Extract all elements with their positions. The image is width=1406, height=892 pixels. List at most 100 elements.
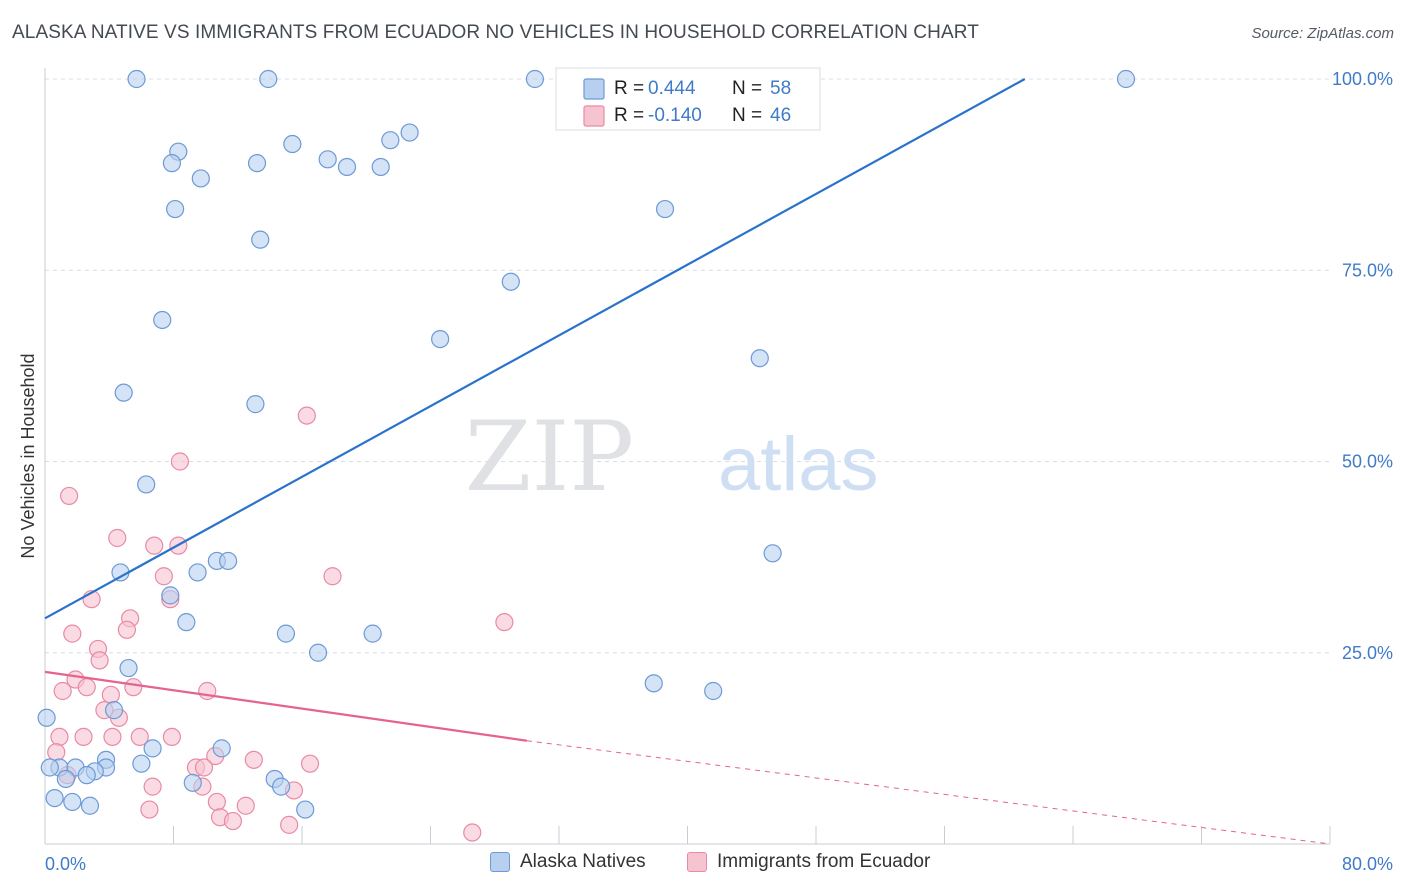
stats-swatch-blue [583,78,605,100]
alaska-native-point [183,773,202,792]
stats-n-value: 46 [770,105,791,126]
alaska-native-point [296,800,315,819]
alaska-native-point [259,69,278,89]
ecuador-point [117,620,137,639]
ecuador-point [74,727,93,747]
ecuador-point [297,406,316,425]
alaska-native-point [80,796,100,815]
source-label: Source: ZipAtlas.com [1251,25,1394,42]
alaska-native-point [56,769,75,789]
alaska-native-point [119,658,138,678]
ecuador-point [236,796,255,815]
trend-line-ecuador [44,670,528,742]
alaska-native-point [763,544,782,563]
alaska-native-point [247,154,267,173]
alaska-native-point [219,551,238,571]
y-tick-label: 100.0% [1332,69,1393,89]
legend-item-ecuador: Immigrants from Ecuador [687,851,930,873]
data-points [37,69,1136,842]
stats-n-value: 58 [770,78,791,99]
alaska-native-point [104,701,124,720]
stats-legend: R = 0.444 N = 58 R = -0.140 N = 46 [555,67,821,131]
ecuador-point [90,651,109,670]
alaska-native-point [525,69,545,89]
ecuador-point [170,452,190,471]
alaska-native-point [37,708,56,727]
ecuador-point [244,750,263,769]
alaska-native-point [143,739,162,758]
legend-item-alaska-natives: Alaska Natives [490,851,646,873]
trend-lines [44,78,1331,845]
ecuador-point [108,528,127,548]
watermark-atlas: atlas [718,422,879,507]
ecuador-point [194,758,214,777]
ecuador-point [53,681,72,701]
y-tick-label: 75.0% [1342,260,1393,280]
alaska-native-point [283,134,302,154]
stats-swatch-pink [583,105,605,127]
stats-n-label: N = [732,105,762,126]
alaska-native-point [77,766,96,785]
legend-swatch-pink [687,852,707,872]
ecuador-point [130,727,149,747]
stats-r-value: 0.444 [648,78,696,99]
ecuador-point [124,678,143,697]
ecuador-point [140,800,159,819]
ecuador-point [280,815,299,834]
legend-swatch-blue [490,852,510,872]
ecuador-point [63,624,82,643]
alaska-native-point [750,349,769,368]
alaska-native-point [337,157,357,177]
chart-title: ALASKA NATIVE VS IMMIGRANTS FROM ECUADOR… [12,22,979,43]
ecuador-point [145,536,164,555]
alaska-native-point [188,563,207,582]
alaska-native-point [371,157,390,177]
stats-r-value: -0.140 [648,105,702,126]
alaska-native-point [45,788,64,808]
alaska-native-point [63,792,82,812]
ecuador-point [223,811,243,831]
ecuador-point [323,567,342,586]
ecuador-point [47,743,66,762]
series-legend: Alaska Natives Immigrants from Ecuador [0,851,1406,879]
y-tick-label: 50.0% [1342,452,1393,472]
alaska-native-point [161,586,180,605]
alaska-native-point [381,131,400,150]
alaska-native-point [704,681,723,701]
ecuador-point [207,792,226,812]
grid-lines [45,78,1330,654]
alaska-native-point [212,739,231,758]
alaska-native-point [246,395,265,414]
ecuador-point [463,823,482,842]
alaska-native-point [400,123,419,142]
trend-line-ecuador-extension [526,740,1331,845]
alaska-native-point [272,777,291,796]
alaska-native-point [1116,69,1136,89]
alaska-native-point [318,150,337,169]
ecuador-point [59,486,79,506]
alaska-native-point [644,674,663,693]
alaska-native-point [251,230,270,249]
alaska-native-point [40,758,59,777]
alaska-native-point [177,613,196,632]
watermark: ZIP atlas [465,401,879,513]
ecuador-point [103,727,122,747]
ecuador-point [50,727,69,747]
ecuador-point [143,777,162,796]
alaska-native-point [191,169,210,188]
trend-line-alaska-natives [44,78,1026,620]
alaska-native-point [431,330,450,349]
watermark-zip: ZIP [465,401,634,513]
ecuador-point [495,613,514,632]
alaska-native-point [501,272,520,291]
alaska-native-point [127,69,146,89]
ecuador-point [101,685,120,704]
alaska-native-point [132,754,151,773]
alaska-native-point [114,383,133,402]
ecuador-point [77,678,96,697]
alaska-native-point [276,624,296,643]
alaska-native-point [153,310,172,330]
stats-r-label: R = [614,105,644,126]
ecuador-point [162,727,181,747]
